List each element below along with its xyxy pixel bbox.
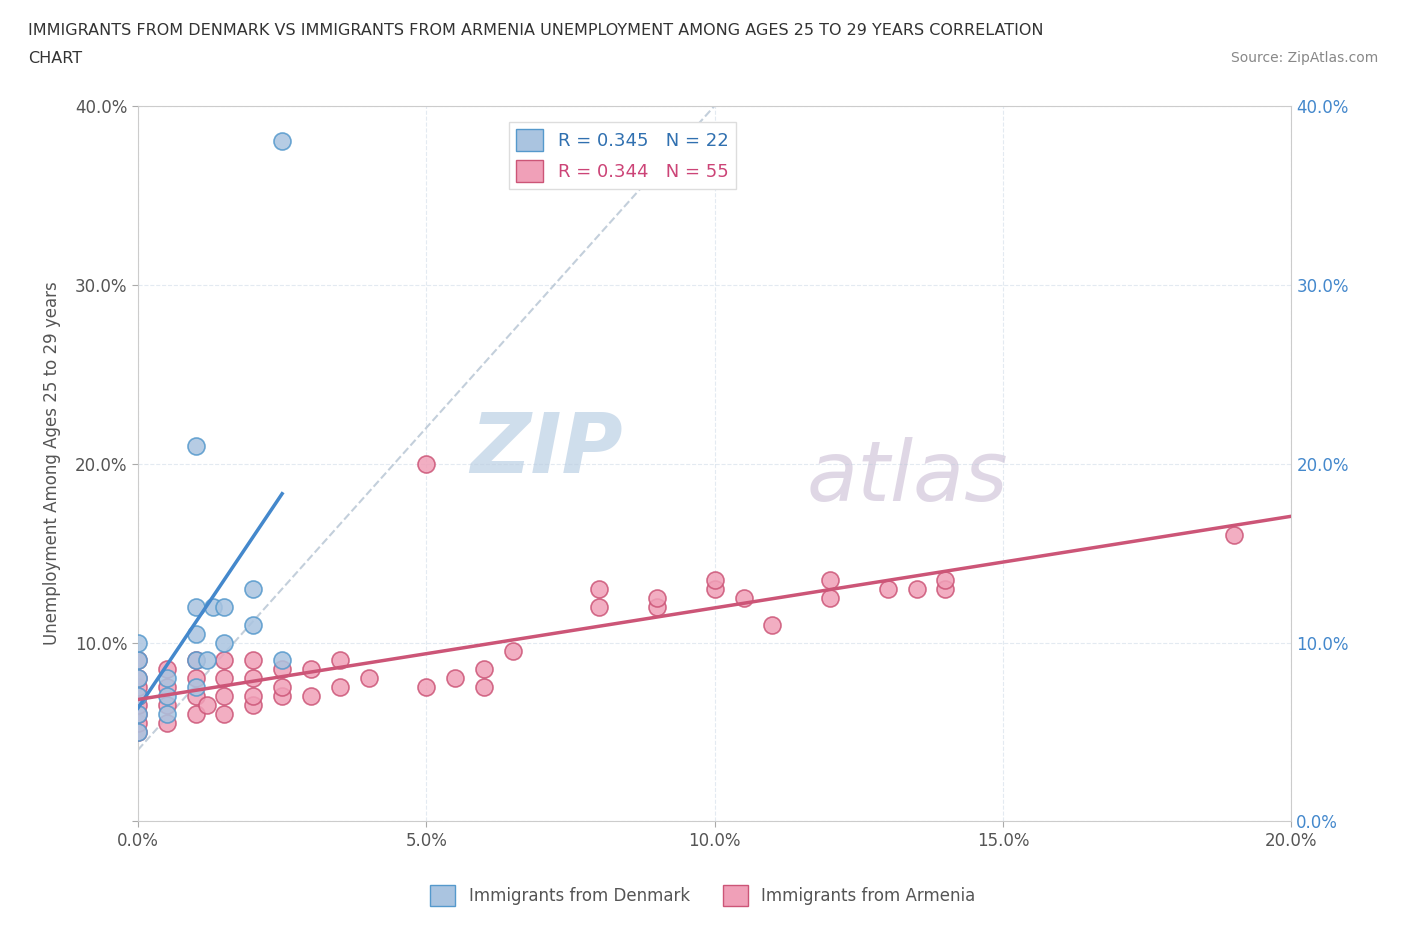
Text: atlas: atlas [807,437,1008,518]
Point [703,573,725,588]
Point [156,707,179,722]
Point [156,680,179,695]
Point [876,581,898,596]
Point [127,707,149,722]
Point [127,671,149,685]
Point [184,438,207,453]
Point [472,662,495,677]
Point [214,689,236,704]
Point [242,689,264,704]
Point [242,698,264,712]
Point [127,724,149,739]
Point [357,671,380,685]
Point [127,653,149,668]
Point [703,581,725,596]
Point [195,698,218,712]
Text: Source: ZipAtlas.com: Source: ZipAtlas.com [1230,51,1378,65]
Point [127,689,149,704]
Y-axis label: Unemployment Among Ages 25 to 29 years: Unemployment Among Ages 25 to 29 years [44,282,60,645]
Point [184,653,207,668]
Point [415,456,437,471]
Point [1223,527,1246,542]
Point [127,707,149,722]
Point [184,599,207,614]
Point [271,680,294,695]
Point [242,581,264,596]
Point [184,680,207,695]
Point [127,689,149,704]
Point [156,689,179,704]
Point [934,573,956,588]
Point [214,635,236,650]
Point [905,581,928,596]
Point [818,591,841,605]
Point [299,662,322,677]
Point [415,680,437,695]
Point [645,599,668,614]
Text: ZIP: ZIP [470,409,623,490]
Point [242,618,264,632]
Point [299,689,322,704]
Point [645,591,668,605]
Point [214,707,236,722]
Point [818,573,841,588]
Point [271,689,294,704]
Point [127,698,149,712]
Point [214,653,236,668]
Point [184,653,207,668]
Legend: Immigrants from Denmark, Immigrants from Armenia: Immigrants from Denmark, Immigrants from… [423,879,983,912]
Point [934,581,956,596]
Point [201,599,224,614]
Point [214,671,236,685]
Point [271,662,294,677]
Point [329,653,352,668]
Text: IMMIGRANTS FROM DENMARK VS IMMIGRANTS FROM ARMENIA UNEMPLOYMENT AMONG AGES 25 TO: IMMIGRANTS FROM DENMARK VS IMMIGRANTS FR… [28,23,1043,38]
Point [184,689,207,704]
Point [127,635,149,650]
Point [127,653,149,668]
Point [127,724,149,739]
Point [184,671,207,685]
Point [761,618,783,632]
Point [271,134,294,149]
Point [127,680,149,695]
Point [184,707,207,722]
Text: CHART: CHART [28,51,82,66]
Point [733,591,755,605]
Point [195,653,218,668]
Point [329,680,352,695]
Point [444,671,467,685]
Point [127,671,149,685]
Point [502,644,524,659]
Point [214,599,236,614]
Point [472,680,495,695]
Point [184,626,207,641]
Point [242,671,264,685]
Point [588,581,610,596]
Point [156,698,179,712]
Point [127,715,149,730]
Point [588,599,610,614]
Point [156,662,179,677]
Point [242,653,264,668]
Point [271,653,294,668]
Point [156,715,179,730]
Point [156,671,179,685]
Legend: R = 0.345   N = 22, R = 0.344   N = 55: R = 0.345 N = 22, R = 0.344 N = 55 [509,122,735,190]
